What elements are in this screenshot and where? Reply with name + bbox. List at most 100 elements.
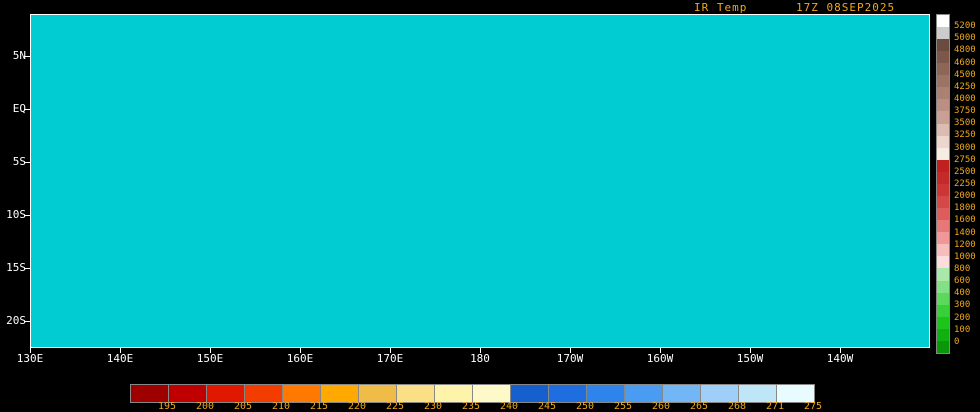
elevation-label: 4000: [954, 94, 976, 104]
satellite-map[interactable]: [30, 14, 930, 348]
elevation-label: 600: [954, 276, 971, 287]
elevation-swatch: [937, 268, 949, 281]
elevation-label: 1400: [954, 227, 976, 238]
longitude-tick: [750, 348, 751, 353]
ir-swatch: [169, 385, 207, 402]
longitude-tick-label: 150W: [736, 352, 764, 365]
latitude-tick-label: 20S: [6, 314, 26, 328]
ir-label: 235: [461, 401, 481, 412]
elevation-swatch: [937, 38, 949, 52]
ir-label: 265: [689, 401, 709, 412]
elevation-label: 200: [954, 312, 971, 323]
elevation-label: 4800: [954, 45, 976, 56]
ir-swatch: [207, 385, 245, 402]
elevation-label: 2000: [954, 191, 976, 202]
longitude-tick: [840, 348, 841, 353]
elevation-swatch: [937, 87, 949, 100]
ir-label: 240: [499, 401, 519, 412]
elevation-swatch: [937, 26, 949, 39]
longitude-tick-label: 140W: [826, 352, 854, 365]
longitude-tick: [390, 348, 391, 353]
latitude-tick: [24, 109, 30, 111]
longitude-tick: [570, 348, 571, 353]
elevation-swatch: [937, 316, 949, 329]
elevation-swatch: [937, 256, 949, 269]
latitude-tick-label: 15S: [6, 261, 26, 275]
longitude-tick: [210, 348, 211, 353]
ir-swatch: [245, 385, 283, 402]
ir-label: 268: [727, 401, 747, 412]
elevation-swatch: [937, 292, 949, 305]
ir-swatch: [587, 385, 625, 402]
elevation-colorbar: [936, 14, 950, 354]
elevation-label: 3500: [954, 118, 976, 129]
longitude-tick-label: 130E: [16, 352, 44, 365]
longitude-tick: [480, 348, 481, 353]
elevation-swatch: [937, 75, 949, 88]
ir-swatch: [321, 385, 359, 402]
ir-label: 245: [537, 401, 557, 412]
header-bar: IR Temp 17Z 08SEP2025: [0, 0, 980, 14]
ir-swatch: [359, 385, 397, 402]
ir-swatch: [549, 385, 587, 402]
elevation-label: 800: [954, 264, 971, 274]
ir-label: 205: [233, 401, 253, 412]
ir-swatch: [625, 385, 663, 402]
longitude-tick-label: 140E: [106, 352, 134, 365]
ir-label: 230: [423, 401, 443, 412]
ir-label: 255: [613, 401, 633, 412]
latitude-tick: [24, 215, 30, 217]
ir-swatch: [777, 385, 814, 402]
ir-label: 210: [271, 401, 291, 412]
latitude-tick-label: EQ: [12, 102, 26, 116]
elevation-swatch: [937, 63, 949, 76]
latitude-tick-label: 5S: [12, 155, 26, 169]
elevation-swatch: [937, 111, 949, 124]
longitude-tick-label: 160E: [286, 352, 314, 365]
longitude-tick: [660, 348, 661, 353]
ir-label: 250: [575, 401, 595, 412]
elevation-label: 3250: [954, 130, 976, 141]
elevation-swatch: [937, 195, 949, 209]
ir-label: 200: [195, 401, 215, 412]
longitude-tick-label: 150E: [196, 352, 224, 365]
ir-swatch: [131, 385, 169, 402]
elevation-label: 1000: [954, 251, 976, 262]
ir-colorbar: [130, 384, 815, 403]
longitude-tick: [120, 348, 121, 353]
ir-colorbar-labels: 195 200 205 210 215 220 225 230 235 240 245 250 255 2…: [130, 401, 850, 412]
elevation-swatch: [937, 123, 949, 136]
ir-swatch: [739, 385, 777, 402]
elevation-swatch: [937, 14, 949, 27]
elevation-swatch: [937, 99, 949, 112]
product-title: IR Temp: [694, 1, 748, 14]
elevation-label: 100: [954, 324, 971, 335]
elevation-label: 5000: [954, 33, 976, 44]
ir-label: 275: [803, 401, 823, 412]
elevation-label: 300: [954, 300, 971, 311]
longitude-tick-label: 180: [470, 352, 490, 365]
longitude-tick-label: 170W: [556, 352, 584, 365]
elevation-label: 1800: [954, 203, 976, 214]
elevation-label: 5200: [954, 21, 976, 32]
ir-temperature-raster: [30, 14, 930, 348]
ir-label: 220: [347, 401, 367, 412]
elevation-swatch: [937, 280, 949, 293]
elevation-swatch: [937, 304, 949, 317]
elevation-label: 4600: [954, 57, 976, 68]
ir-swatch: [663, 385, 701, 402]
latitude-tick: [24, 56, 30, 58]
longitude-tick-label: 160W: [646, 352, 674, 365]
latitude-tick-label: 5N: [12, 49, 26, 63]
elevation-swatch: [937, 232, 949, 245]
ir-label: 215: [309, 401, 329, 412]
elevation-swatch: [937, 159, 949, 172]
elevation-swatch: [937, 208, 949, 221]
ir-swatch: [511, 385, 549, 402]
elevation-label: 400: [954, 288, 971, 299]
longitude-tick: [30, 348, 31, 353]
elevation-label: 1200: [954, 239, 976, 250]
ir-label: 271: [765, 401, 785, 412]
elevation-swatch: [937, 340, 949, 353]
elevation-swatch: [937, 147, 949, 160]
